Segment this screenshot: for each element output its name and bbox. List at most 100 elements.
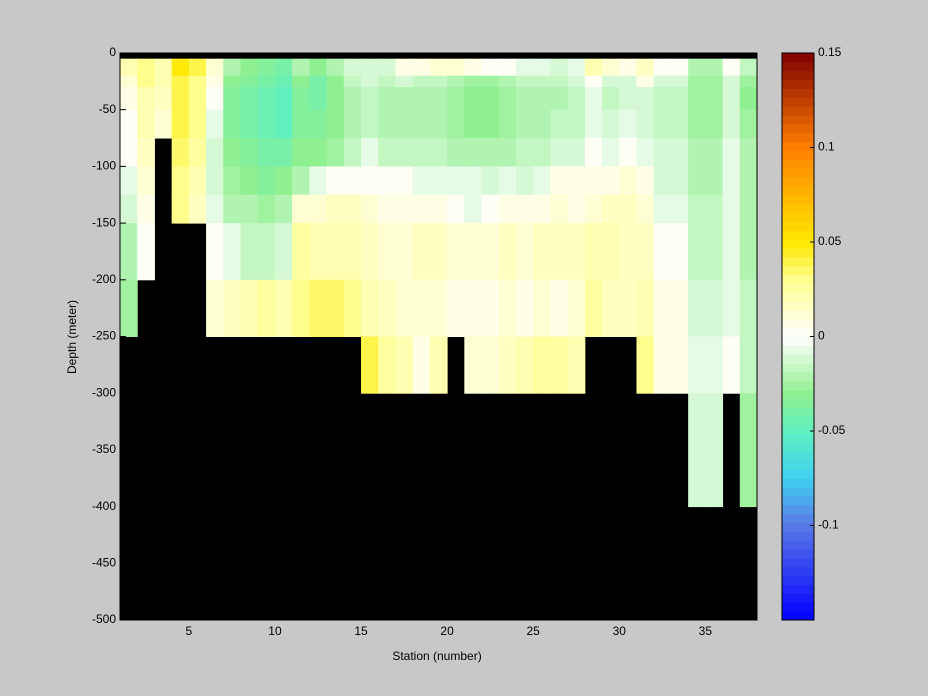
heatmap-cell bbox=[550, 223, 569, 281]
heatmap-cell bbox=[171, 138, 190, 167]
heatmap-cell bbox=[722, 166, 741, 196]
heatmap-cell bbox=[412, 166, 431, 196]
heatmap-cell bbox=[464, 194, 483, 224]
heatmap-cell bbox=[722, 75, 741, 88]
heatmap-cell bbox=[120, 109, 138, 139]
colorbar-swatch bbox=[782, 451, 814, 462]
heatmap-cell bbox=[120, 166, 138, 196]
heatmap-cell bbox=[515, 336, 534, 394]
heatmap-cell bbox=[739, 138, 758, 167]
heatmap-cell bbox=[515, 223, 534, 281]
heatmap-cell bbox=[137, 223, 155, 281]
heatmap-cell bbox=[550, 194, 569, 224]
heatmap-cell bbox=[257, 194, 276, 224]
heatmap-cell bbox=[447, 87, 465, 111]
heatmap-cell bbox=[188, 166, 207, 196]
heatmap-cell bbox=[515, 194, 534, 224]
x-tick-label: 5 bbox=[186, 624, 193, 638]
heatmap-cell bbox=[722, 194, 741, 224]
heatmap-cell bbox=[223, 194, 242, 224]
heatmap-cell bbox=[223, 223, 242, 281]
heatmap-cell bbox=[533, 194, 551, 224]
heatmap-cell bbox=[705, 336, 724, 394]
heatmap-cell bbox=[257, 223, 276, 281]
heatmap-cell bbox=[722, 58, 741, 77]
heatmap-cell bbox=[395, 75, 414, 88]
heatmap-cell bbox=[533, 166, 551, 196]
heatmap-cell bbox=[274, 109, 293, 139]
heatmap-cell bbox=[343, 75, 362, 88]
heatmap-cell bbox=[533, 279, 551, 337]
heatmap-cell bbox=[550, 138, 569, 167]
heatmap-cell bbox=[688, 223, 706, 281]
heatmap-cell bbox=[722, 138, 741, 167]
heatmap-cell bbox=[120, 138, 138, 167]
heatmap-cell bbox=[550, 75, 569, 88]
heatmap-cell bbox=[584, 87, 603, 111]
heatmap-cell bbox=[361, 87, 379, 111]
heatmap-cell bbox=[429, 58, 448, 77]
heatmap-cell bbox=[292, 166, 310, 196]
heatmap-cell bbox=[223, 279, 242, 337]
y-tick-label: -50 bbox=[99, 102, 117, 116]
heatmap-cell bbox=[636, 58, 655, 77]
heatmap-cell bbox=[447, 223, 465, 281]
heatmap-cell bbox=[584, 109, 603, 139]
heatmap-cell bbox=[705, 58, 724, 77]
x-tick-label: 10 bbox=[268, 624, 282, 638]
heatmap-cell bbox=[619, 223, 637, 281]
heatmap-cell bbox=[515, 138, 534, 167]
heatmap-cell bbox=[653, 87, 672, 111]
colorbar-swatch bbox=[782, 141, 814, 151]
heatmap-cell bbox=[722, 279, 741, 337]
heatmap-cell bbox=[567, 166, 586, 196]
colorbar-swatch bbox=[782, 309, 814, 320]
colorbar-swatch bbox=[782, 469, 814, 479]
heatmap-cell bbox=[395, 109, 414, 139]
heatmap-cell bbox=[137, 194, 155, 224]
colorbar-tick-label: -0.1 bbox=[818, 518, 839, 532]
colorbar-swatch bbox=[782, 540, 814, 550]
x-tick-label: 15 bbox=[354, 624, 368, 638]
heatmap-cell bbox=[326, 138, 345, 167]
heatmap-cell bbox=[206, 87, 224, 111]
heatmap-cell bbox=[154, 58, 173, 77]
colorbar-tick-label: 0.15 bbox=[818, 45, 842, 59]
colorbar-swatch bbox=[782, 185, 814, 196]
heatmap-cell bbox=[206, 223, 224, 281]
heatmap-cell bbox=[240, 223, 259, 281]
heatmap-cell bbox=[533, 75, 551, 88]
colorbar-swatch bbox=[782, 504, 814, 515]
heatmap-cell bbox=[670, 109, 689, 139]
heatmap-cell bbox=[567, 279, 586, 337]
heatmap-cell bbox=[223, 138, 242, 167]
heatmap-cell bbox=[309, 223, 328, 281]
heatmap-cell bbox=[274, 194, 293, 224]
heatmap-cell bbox=[567, 138, 586, 167]
colorbar-tick-label: 0.1 bbox=[818, 140, 835, 154]
heatmap-cell bbox=[636, 75, 655, 88]
heatmap-cell bbox=[378, 138, 396, 167]
heatmap-cell bbox=[584, 223, 603, 281]
heatmap-cell bbox=[309, 109, 328, 139]
heatmap-cell bbox=[137, 166, 155, 196]
heatmap-cell bbox=[653, 109, 672, 139]
heatmap-cell bbox=[361, 75, 379, 88]
colorbar-swatch bbox=[782, 522, 814, 532]
y-tick-label: -350 bbox=[92, 442, 116, 456]
heatmap-cell bbox=[309, 138, 328, 167]
heatmap-cell bbox=[240, 194, 259, 224]
heatmap-cell bbox=[223, 109, 242, 139]
heatmap-cell bbox=[636, 109, 655, 139]
heatmap-cell bbox=[653, 194, 672, 224]
heatmap-cell bbox=[567, 194, 586, 224]
colorbar-swatch bbox=[782, 549, 814, 559]
heatmap-cell bbox=[567, 87, 586, 111]
heatmap-cell bbox=[395, 223, 414, 281]
colorbar-swatch bbox=[782, 425, 814, 435]
heatmap-cell bbox=[447, 279, 465, 337]
colorbar-swatch bbox=[782, 495, 814, 506]
y-axis-label: Depth (meter) bbox=[65, 300, 79, 374]
heatmap-cell bbox=[429, 138, 448, 167]
heatmap-cell bbox=[722, 87, 741, 111]
